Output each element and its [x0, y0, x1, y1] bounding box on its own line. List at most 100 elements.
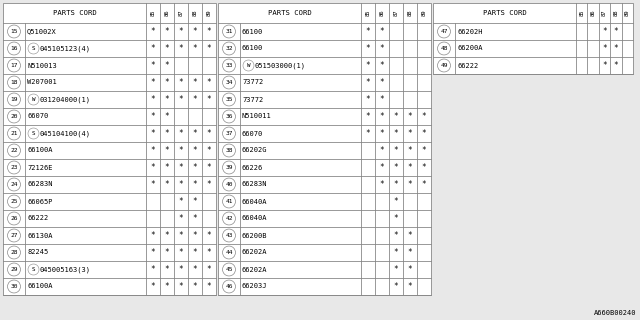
Text: *: * [150, 248, 156, 257]
Text: 66202G: 66202G [242, 148, 268, 154]
Text: 25: 25 [10, 199, 18, 204]
Text: 48: 48 [440, 46, 448, 51]
Text: *: * [164, 95, 170, 104]
Text: *: * [614, 44, 618, 53]
Text: *: * [614, 27, 618, 36]
Circle shape [8, 76, 20, 89]
Text: *: * [179, 78, 183, 87]
Text: *: * [164, 44, 170, 53]
Text: 73772: 73772 [242, 79, 263, 85]
Text: *: * [179, 180, 183, 189]
Text: *: * [179, 265, 183, 274]
Text: 28: 28 [10, 250, 18, 255]
Text: 66100: 66100 [242, 45, 263, 52]
Text: *: * [614, 61, 618, 70]
Text: *: * [150, 78, 156, 87]
Text: 19: 19 [10, 97, 18, 102]
Text: 66202A: 66202A [242, 267, 268, 273]
Text: *: * [193, 180, 197, 189]
Text: PARTS CORD: PARTS CORD [268, 10, 312, 16]
Text: *: * [193, 248, 197, 257]
Text: *: * [207, 44, 211, 53]
Text: *: * [207, 282, 211, 291]
Circle shape [8, 280, 20, 293]
Text: *: * [150, 180, 156, 189]
Text: 88: 88 [193, 10, 198, 16]
Text: *: * [164, 27, 170, 36]
Text: 88: 88 [408, 10, 413, 16]
Text: *: * [394, 163, 398, 172]
Text: *: * [193, 214, 197, 223]
Text: 18: 18 [10, 80, 18, 85]
Text: Q51002X: Q51002X [27, 28, 57, 35]
Text: *: * [365, 27, 371, 36]
Bar [433, 3, 633, 74]
Text: A660B00240: A660B00240 [593, 310, 636, 316]
Text: *: * [164, 112, 170, 121]
Text: *: * [164, 180, 170, 189]
Circle shape [223, 93, 236, 106]
Text: 66200B: 66200B [242, 233, 268, 238]
Text: *: * [380, 78, 384, 87]
Text: 66130A: 66130A [27, 233, 52, 238]
Text: 031204000(1): 031204000(1) [40, 96, 91, 103]
Text: 045104100(4): 045104100(4) [40, 130, 91, 137]
Text: *: * [365, 44, 371, 53]
Circle shape [8, 229, 20, 242]
Text: *: * [150, 282, 156, 291]
Circle shape [8, 178, 20, 191]
Text: W207001: W207001 [27, 79, 57, 85]
Text: 66226: 66226 [242, 164, 263, 171]
Text: *: * [422, 112, 426, 121]
Text: *: * [380, 112, 384, 121]
Text: 36: 36 [225, 114, 233, 119]
Text: *: * [179, 95, 183, 104]
Text: 72126E: 72126E [27, 164, 52, 171]
Text: 89: 89 [207, 10, 211, 16]
Text: 32: 32 [225, 46, 233, 51]
Text: 22: 22 [10, 148, 18, 153]
Text: 85: 85 [579, 10, 584, 16]
Text: 39: 39 [225, 165, 233, 170]
Text: 42: 42 [225, 216, 233, 221]
Circle shape [28, 128, 39, 139]
Text: *: * [380, 146, 384, 155]
Circle shape [223, 263, 236, 276]
Text: *: * [602, 44, 607, 53]
Text: 45: 45 [225, 267, 233, 272]
Text: W: W [247, 63, 250, 68]
Text: 26: 26 [10, 216, 18, 221]
Text: 87: 87 [179, 10, 184, 16]
Bar [3, 3, 216, 295]
Text: *: * [207, 231, 211, 240]
Text: *: * [394, 197, 398, 206]
Text: *: * [365, 78, 371, 87]
Text: 66070: 66070 [27, 114, 48, 119]
Circle shape [8, 263, 20, 276]
Text: 66283N: 66283N [242, 181, 268, 188]
Text: *: * [179, 214, 183, 223]
Text: 66100A: 66100A [27, 284, 52, 290]
Text: 86: 86 [591, 10, 596, 16]
Text: *: * [193, 146, 197, 155]
Text: *: * [150, 27, 156, 36]
Text: 66202H: 66202H [457, 28, 483, 35]
Text: 89: 89 [422, 10, 426, 16]
Text: S: S [32, 46, 35, 51]
Text: 23: 23 [10, 165, 18, 170]
Text: 66100A: 66100A [27, 148, 52, 154]
Text: 33: 33 [225, 63, 233, 68]
Circle shape [223, 25, 236, 38]
Text: *: * [179, 27, 183, 36]
Text: *: * [408, 265, 412, 274]
Text: 66222: 66222 [457, 62, 478, 68]
Text: *: * [164, 146, 170, 155]
Circle shape [438, 25, 451, 38]
Circle shape [8, 212, 20, 225]
Circle shape [8, 59, 20, 72]
Text: *: * [394, 180, 398, 189]
Text: *: * [602, 61, 607, 70]
Text: *: * [150, 265, 156, 274]
Text: *: * [193, 95, 197, 104]
Text: *: * [380, 27, 384, 36]
